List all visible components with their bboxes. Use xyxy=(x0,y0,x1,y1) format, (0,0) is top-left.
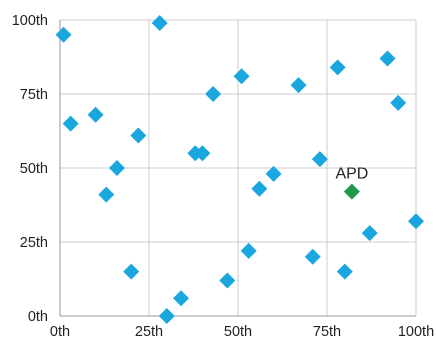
data-point xyxy=(329,59,346,76)
x-tick-label: 50th xyxy=(224,324,252,340)
y-tick-label: 50th xyxy=(20,161,48,177)
data-point xyxy=(311,151,328,168)
data-point xyxy=(173,290,190,307)
axes xyxy=(59,20,416,317)
data-point xyxy=(265,165,282,182)
data-point xyxy=(240,242,257,259)
data-point xyxy=(233,68,250,85)
data-point xyxy=(151,14,168,31)
data-point xyxy=(108,160,125,176)
y-tick-label: 100th xyxy=(12,13,48,29)
data-point xyxy=(187,145,204,162)
y-tick-label: 75th xyxy=(20,87,48,103)
data-point xyxy=(290,77,307,94)
data-point xyxy=(251,180,268,197)
data-point xyxy=(123,263,140,280)
data-label-apd: APD xyxy=(335,166,368,183)
highlight-point xyxy=(343,183,360,200)
data-points xyxy=(55,14,424,324)
data-point xyxy=(98,186,115,203)
y-tick-label: 0th xyxy=(28,309,48,325)
data-point xyxy=(379,50,396,67)
x-tick-label: 100th xyxy=(398,324,434,340)
data-labels: APD xyxy=(335,166,368,183)
tick-labels: 0th 25th 50th 75th 100th 0th 25th 50th 75th 100th xyxy=(12,13,434,340)
data-point xyxy=(62,115,79,132)
data-point xyxy=(408,213,424,230)
data-point xyxy=(390,94,407,111)
data-point xyxy=(361,225,378,242)
data-point xyxy=(87,106,104,123)
x-tick-label: 75th xyxy=(313,324,341,340)
data-point xyxy=(55,26,72,43)
data-point xyxy=(304,248,321,265)
x-tick-label: 0th xyxy=(50,324,70,340)
data-point xyxy=(219,272,236,289)
x-tick-label: 25th xyxy=(135,324,163,340)
data-point xyxy=(130,127,147,144)
data-point xyxy=(158,308,175,324)
y-tick-label: 25th xyxy=(20,235,48,251)
data-point xyxy=(336,263,353,280)
data-point xyxy=(205,86,222,102)
